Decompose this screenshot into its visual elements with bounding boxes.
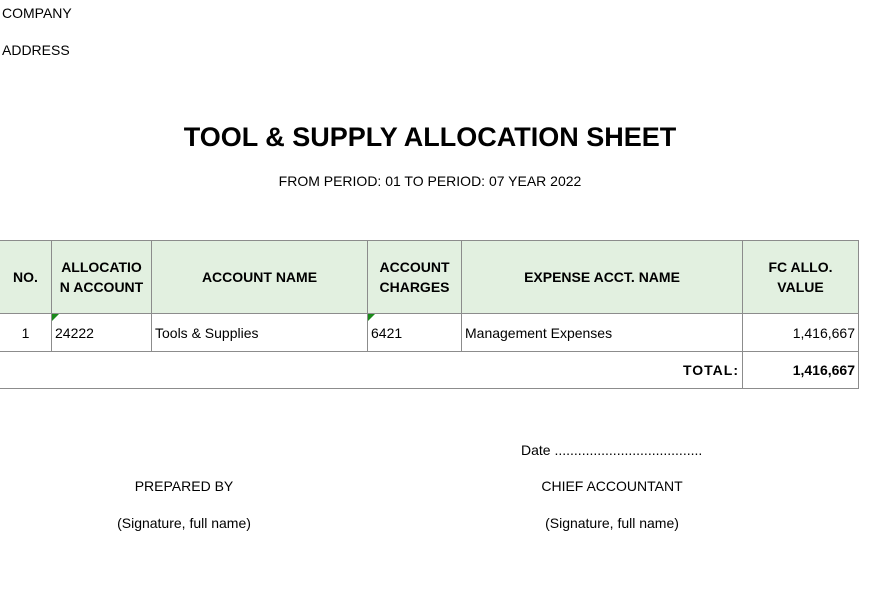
period-subtitle: FROM PERIOD: 01 TO PERIOD: 07 YEAR 2022 bbox=[278, 173, 582, 189]
cell-expense-acct-name[interactable]: Management Expenses bbox=[461, 313, 743, 352]
cell-allocation-account[interactable]: 24222 bbox=[51, 313, 152, 352]
header-allocation-account: ALLOCATIO N ACCOUNT bbox=[51, 240, 152, 314]
number-as-text-indicator-icon bbox=[52, 314, 59, 321]
date-line: Date ...................................… bbox=[521, 442, 703, 458]
company-label: COMPANY bbox=[2, 5, 72, 21]
page-title: TOOL & SUPPLY ALLOCATION SHEET bbox=[183, 122, 677, 152]
cell-account-charges[interactable]: 6421 bbox=[367, 313, 462, 352]
cell-text: 6421 bbox=[371, 324, 403, 341]
cell-fc-allo-value[interactable]: 1,416,667 bbox=[742, 313, 859, 352]
cell-account-name[interactable]: Tools & Supplies bbox=[151, 313, 368, 352]
chief-accountant-label: CHIEF ACCOUNTANT bbox=[541, 478, 683, 494]
header-expense-acct-name: EXPENSE ACCT. NAME bbox=[461, 240, 743, 314]
cell-text: 24222 bbox=[55, 324, 94, 341]
header-fc-allo-value: FC ALLO. VALUE bbox=[742, 240, 859, 314]
number-as-text-indicator-icon bbox=[368, 314, 375, 321]
total-value[interactable]: 1,416,667 bbox=[742, 351, 859, 389]
header-account-name: ACCOUNT NAME bbox=[151, 240, 368, 314]
header-account-charges: ACCOUNT CHARGES bbox=[367, 240, 462, 314]
chief-accountant-signature-note: (Signature, full name) bbox=[545, 515, 679, 531]
prepared-by-signature-note: (Signature, full name) bbox=[117, 515, 251, 531]
cell-no: 1 bbox=[0, 313, 52, 352]
address-label: ADDRESS bbox=[2, 42, 70, 58]
prepared-by-label: PREPARED BY bbox=[134, 478, 234, 494]
header-no: NO. bbox=[0, 240, 52, 314]
total-label: TOTAL: bbox=[0, 351, 743, 389]
